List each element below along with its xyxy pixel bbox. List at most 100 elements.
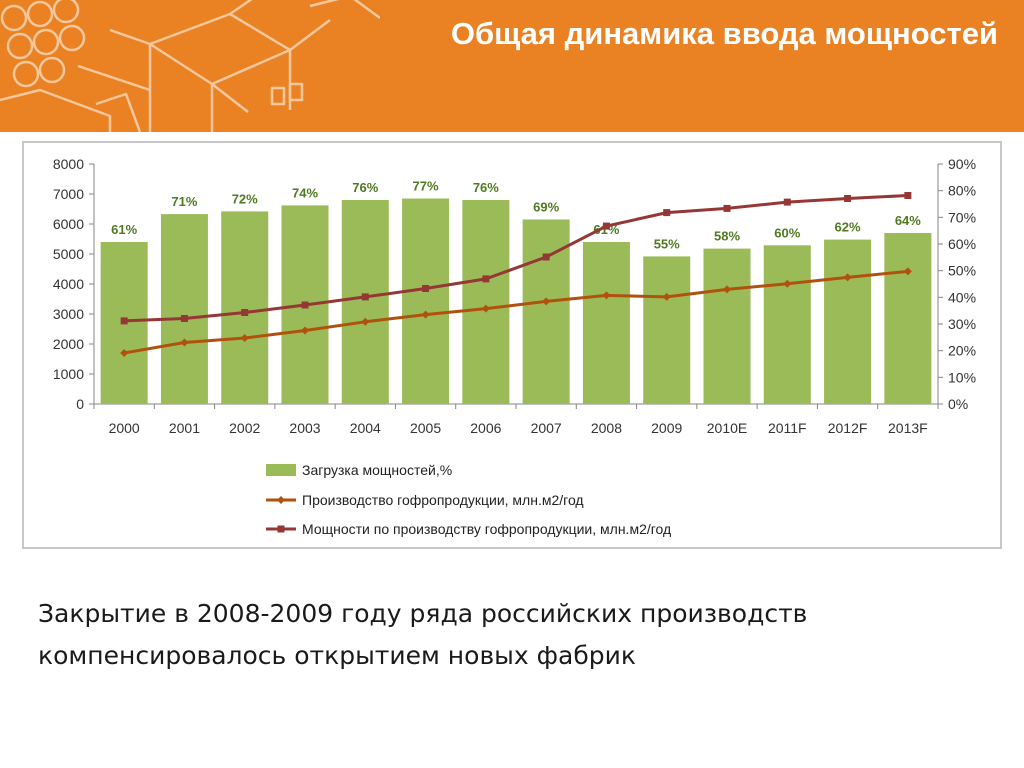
production-point (481, 304, 490, 313)
bar-capacity-utilization (763, 245, 811, 404)
bar-capacity-utilization (643, 256, 691, 404)
bar-capacity-utilization (884, 233, 932, 404)
capacity-point (904, 192, 912, 199)
bar-capacity-utilization (703, 248, 751, 404)
x-tick-label: 2013F (888, 420, 928, 436)
capacity-point (844, 195, 852, 202)
capacity-point (180, 315, 188, 322)
x-tick-label: 2007 (531, 420, 562, 436)
slide-header: Общая динамика ввода мощностей (0, 0, 1024, 132)
right-tick-label: 40% (948, 289, 976, 305)
x-tick-label: 2006 (470, 420, 501, 436)
x-tick-label: 2005 (410, 420, 441, 436)
caption-line-1: Закрытие в 2008-2009 году ряда российски… (38, 599, 808, 628)
production-point (602, 291, 611, 300)
left-tick-label: 0 (76, 396, 84, 412)
capacity-point (120, 317, 128, 325)
bar-data-label: 58% (714, 229, 740, 244)
bar-data-label: 64% (895, 213, 921, 228)
right-tick-label: 0% (948, 396, 968, 412)
bar-data-label: 74% (292, 185, 318, 200)
bar-data-label: 62% (835, 220, 861, 235)
capacity-point (602, 222, 610, 230)
capacity-point (663, 209, 671, 217)
production-point (542, 297, 551, 306)
capacity-point (482, 275, 490, 283)
legend-marker-capacity (277, 525, 285, 533)
right-tick-label: 80% (948, 183, 976, 199)
x-tick-label: 2000 (109, 420, 140, 436)
bar-data-label: 61% (111, 222, 137, 237)
chart-panel: 0 1000 2000 3000 4000 5000 6000 7000 8000 0% 10% 20… (22, 141, 1002, 549)
production-point (240, 334, 249, 342)
legend-label-bars: Загрузка мощностей,% (302, 462, 452, 478)
left-tick-label: 2000 (53, 336, 84, 352)
capacity-line (124, 194, 908, 323)
right-tick-label: 90% (948, 156, 976, 172)
production-point (120, 349, 129, 357)
bar-data-label: 55% (654, 236, 680, 251)
bar-capacity-utilization (462, 200, 510, 404)
x-tick-label: 2012F (828, 420, 868, 436)
x-tick-label: 2010E (707, 420, 747, 436)
production-point (662, 292, 671, 301)
legend-label-capacity: Мощности по производству гофропродукции,… (302, 521, 671, 537)
left-tick-label: 6000 (53, 216, 84, 232)
cardboard-boxes-illustration (0, 0, 380, 132)
right-tick-label: 10% (948, 369, 976, 385)
bar-data-label: 60% (774, 225, 800, 240)
right-tick-label: 30% (948, 316, 976, 332)
slide-caption: Закрытие в 2008-2009 году ряда российски… (38, 593, 998, 677)
capacity-point (301, 301, 309, 309)
x-tick-label: 2004 (350, 420, 381, 436)
production-point (180, 338, 189, 347)
bar-data-label: 76% (473, 180, 499, 195)
capacity-point (723, 204, 731, 212)
bar-capacity-utilization (221, 211, 269, 404)
right-tick-label: 20% (948, 343, 976, 359)
bar-capacity-utilization (341, 200, 389, 404)
capacity-point (783, 198, 791, 206)
right-tick-label: 70% (948, 209, 976, 225)
right-tick-label: 50% (948, 263, 976, 279)
x-tick-label: 2008 (591, 420, 622, 436)
x-tick-label: 2002 (229, 420, 260, 436)
production-point (843, 273, 852, 282)
caption-line-2: компенсировалось открытием новых фабрик (38, 641, 636, 670)
production-point (723, 285, 731, 294)
capacity-point (361, 293, 369, 301)
slide-title: Общая динамика ввода мощностей (450, 16, 998, 51)
right-tick-label: 60% (948, 236, 976, 252)
bar-data-label: 77% (413, 179, 439, 194)
capacity-point (241, 309, 249, 316)
bar-capacity-utilization (160, 214, 208, 404)
bar-capacity-utilization (824, 239, 872, 404)
production-point (421, 310, 430, 319)
production-point (903, 267, 912, 276)
left-tick-label: 3000 (53, 306, 84, 322)
production-point (301, 326, 309, 335)
x-tick-label: 2011F (768, 420, 807, 436)
x-tick-label: 2003 (289, 420, 320, 436)
legend-label-production: Производство гофропродукции, млн.м2/год (302, 492, 584, 508)
bar-capacity-utilization (582, 242, 630, 404)
x-tick-label: 2009 (651, 420, 682, 436)
capacity-chart: 0 1000 2000 3000 4000 5000 6000 7000 8000 0% 10% 20… (53, 156, 976, 537)
production-point (361, 317, 370, 326)
production-point (783, 279, 792, 288)
left-tick-label: 1000 (53, 366, 84, 382)
bar-data-label: 69% (533, 200, 559, 215)
bar-capacity-utilization (402, 198, 450, 404)
left-tick-label: 4000 (53, 276, 84, 292)
capacity-point (542, 253, 550, 261)
bar-data-label: 72% (232, 191, 258, 206)
legend-swatch-bars (266, 464, 296, 476)
left-tick-label: 7000 (53, 186, 84, 202)
left-tick-label: 5000 (53, 246, 84, 262)
x-tick-label: 2001 (169, 420, 200, 436)
capacity-point (422, 285, 430, 292)
legend-marker-production (277, 496, 285, 504)
left-tick-label: 8000 (53, 156, 84, 172)
bar-data-label: 76% (352, 180, 378, 195)
production-line (123, 269, 909, 355)
